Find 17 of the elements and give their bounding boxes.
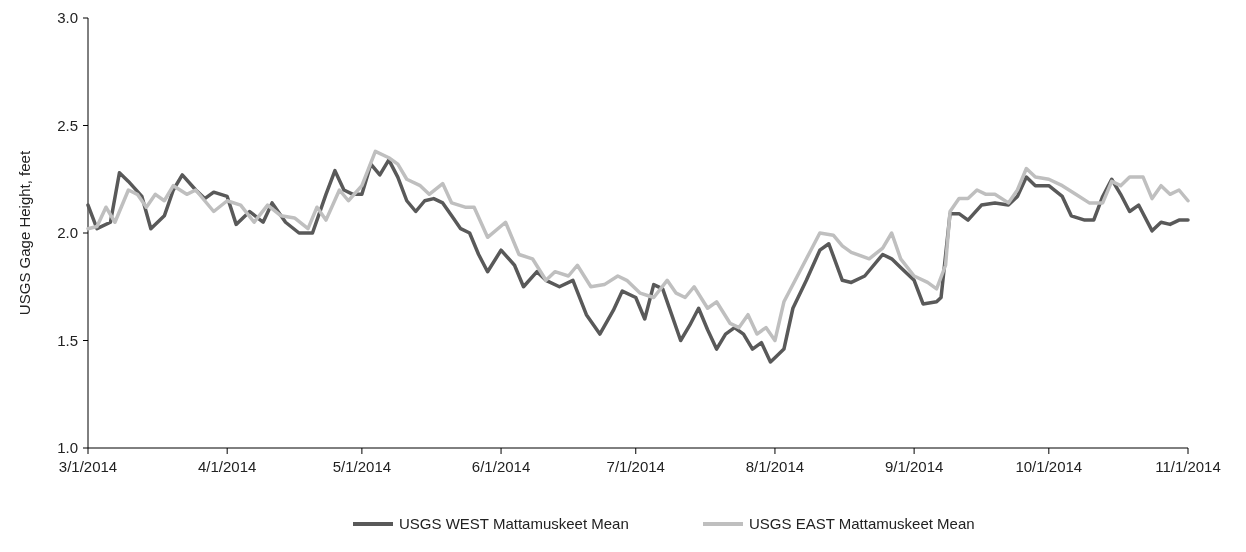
y-tick-label: 3.0: [57, 9, 78, 27]
x-tick-label: 5/1/2014: [332, 458, 392, 475]
legend-label: USGS WEST Mattamuskeet Mean: [399, 515, 629, 533]
y-tick-label: 2.5: [57, 116, 78, 134]
x-tick-label: 3/1/2014: [58, 458, 118, 475]
y-tick-label: 1.0: [57, 439, 78, 457]
x-tick-label: 7/1/2014: [606, 458, 665, 475]
y-tick-label: 2.0: [57, 224, 78, 242]
x-tick-label: 6/1/2014: [471, 458, 531, 475]
x-tick-label: 9/1/2014: [884, 458, 944, 475]
y-axis-title: USGS Gage Height, feet: [16, 150, 33, 316]
x-tick-label: 4/1/2014: [197, 458, 257, 475]
x-tick-label: 11/1/2014: [1155, 458, 1221, 475]
legend-label: USGS EAST Mattamuskeet Mean: [749, 515, 975, 533]
y-tick-label: 1.5: [57, 331, 78, 349]
x-tick-label: 8/1/2014: [745, 458, 805, 475]
x-tick-label: 10/1/2014: [1015, 458, 1083, 475]
